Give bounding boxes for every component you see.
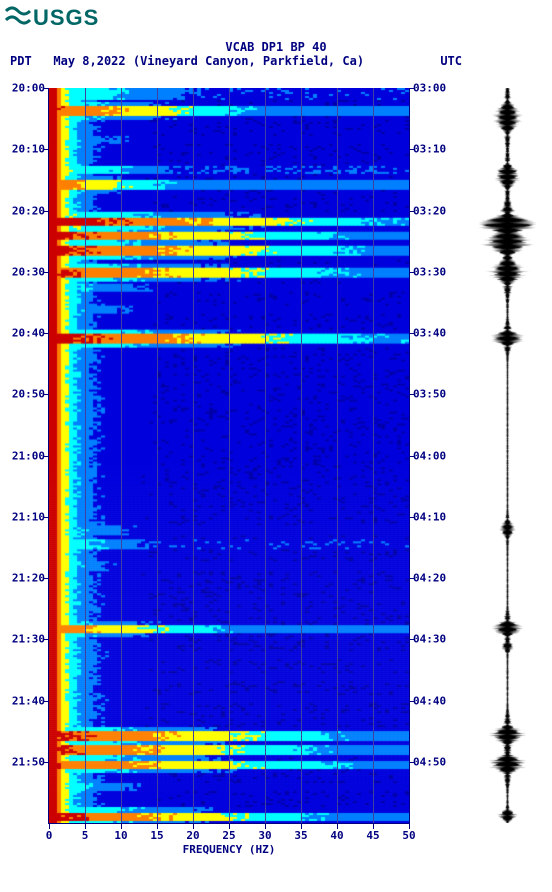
y-tick <box>43 578 49 579</box>
y-tick <box>43 701 49 702</box>
y-right-label: 03:20 <box>413 204 446 217</box>
y-left-label: 21:50 <box>12 755 45 768</box>
y-tick <box>409 394 415 395</box>
y-right-label: 04:40 <box>413 694 446 707</box>
y-left-label: 21:40 <box>12 694 45 707</box>
y-tick <box>409 333 415 334</box>
y-tick <box>409 88 415 89</box>
y-right-label: 03:50 <box>413 388 446 401</box>
seismogram-plot <box>470 88 545 823</box>
y-tick <box>409 762 415 763</box>
seismogram-canvas <box>470 88 545 823</box>
x-tick-label: 40 <box>330 829 343 842</box>
y-right-label: 03:40 <box>413 327 446 340</box>
y-right-label: 03:00 <box>413 82 446 95</box>
y-right-label: 04:10 <box>413 510 446 523</box>
left-tz: PDT <box>10 54 32 68</box>
y-left-label: 20:00 <box>12 82 45 95</box>
y-tick <box>409 517 415 518</box>
x-tick-label: 50 <box>402 829 415 842</box>
grid-line <box>229 88 230 823</box>
right-tz: UTC <box>440 54 462 68</box>
y-left-label: 20:10 <box>12 143 45 156</box>
grid-line <box>157 88 158 823</box>
x-tick-label: 5 <box>82 829 89 842</box>
grid-line <box>265 88 266 823</box>
location: (Vineyard Canyon, Parkfield, Ca) <box>133 54 364 68</box>
y-tick <box>409 211 415 212</box>
grid-line <box>301 88 302 823</box>
y-left-label: 21:30 <box>12 633 45 646</box>
y-right-label: 04:50 <box>413 755 446 768</box>
x-tick-label: 20 <box>186 829 199 842</box>
y-tick <box>43 272 49 273</box>
y-tick <box>43 211 49 212</box>
y-tick <box>43 394 49 395</box>
y-left-label: 21:20 <box>12 572 45 585</box>
spectrogram-plot: FREQUENCY (HZ) 0510152025303540455020:00… <box>48 88 410 824</box>
y-tick <box>409 701 415 702</box>
usgs-wave-icon <box>5 5 31 31</box>
x-tick-label: 15 <box>150 829 163 842</box>
y-tick <box>43 456 49 457</box>
y-right-label: 04:30 <box>413 633 446 646</box>
y-tick <box>43 149 49 150</box>
y-left-label: 21:00 <box>12 449 45 462</box>
date: May 8,2022 <box>53 54 125 68</box>
grid-line <box>337 88 338 823</box>
grid-line <box>193 88 194 823</box>
grid-line <box>85 88 86 823</box>
y-right-label: 03:10 <box>413 143 446 156</box>
usgs-text: USGS <box>33 5 99 31</box>
y-tick <box>43 639 49 640</box>
y-left-label: 20:40 <box>12 327 45 340</box>
y-left-label: 20:20 <box>12 204 45 217</box>
y-tick <box>43 762 49 763</box>
y-right-label: 04:00 <box>413 449 446 462</box>
y-tick <box>43 333 49 334</box>
grid-line <box>121 88 122 823</box>
y-left-label: 20:50 <box>12 388 45 401</box>
y-tick <box>409 272 415 273</box>
y-tick <box>409 578 415 579</box>
x-tick-label: 25 <box>222 829 235 842</box>
y-tick <box>43 517 49 518</box>
x-tick-label: 0 <box>46 829 53 842</box>
y-tick <box>409 639 415 640</box>
chart-title: VCAB DP1 BP 40 <box>0 40 552 54</box>
usgs-logo: USGS <box>5 5 99 31</box>
y-tick <box>43 88 49 89</box>
x-tick-label: 45 <box>366 829 379 842</box>
x-tick-label: 30 <box>258 829 271 842</box>
x-axis-title: FREQUENCY (HZ) <box>49 843 409 856</box>
grid-line <box>373 88 374 823</box>
y-tick <box>409 456 415 457</box>
y-tick <box>409 149 415 150</box>
chart-subtitle: PDT May 8,2022 (Vineyard Canyon, Parkfie… <box>10 54 364 68</box>
y-left-label: 20:30 <box>12 265 45 278</box>
x-tick-label: 10 <box>114 829 127 842</box>
x-tick-label: 35 <box>294 829 307 842</box>
y-right-label: 03:30 <box>413 265 446 278</box>
y-right-label: 04:20 <box>413 572 446 585</box>
y-left-label: 21:10 <box>12 510 45 523</box>
